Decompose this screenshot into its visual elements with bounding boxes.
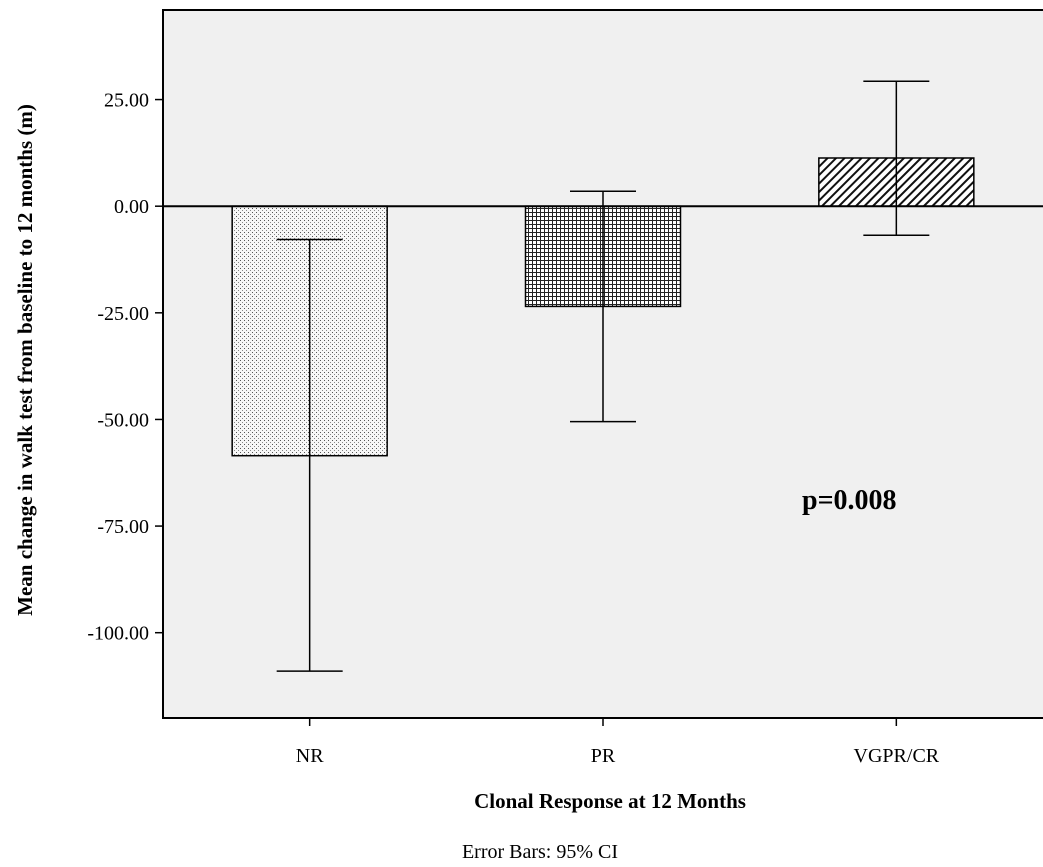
p-value-annotation: p=0.008	[802, 485, 897, 516]
y-tick-label: -100.00	[87, 623, 149, 645]
y-tick-label: 0.00	[114, 196, 149, 218]
y-tick-label: 25.00	[104, 90, 149, 112]
error-bar-vgpr-cr	[863, 80, 930, 236]
y-tick-label: -25.00	[97, 303, 149, 325]
y-axis: 25.00 0.00 -25.00 -50.00 -75.00 -100.00	[87, 90, 163, 645]
y-axis-title: Mean change in walk test from baseline t…	[13, 104, 37, 616]
x-tick-label: VGPR/CR	[854, 745, 940, 767]
y-tick-label: -50.00	[97, 409, 149, 431]
x-tick-label: NR	[296, 745, 324, 767]
error-bar-pr	[570, 190, 636, 423]
error-bar-nr	[276, 238, 343, 672]
x-axis: NR PR VGPR/CR	[296, 718, 940, 767]
x-axis-title: Clonal Response at 12 Months	[474, 789, 746, 813]
error-bars-footnote: Error Bars: 95% CI	[462, 841, 618, 863]
y-tick-label: -75.00	[97, 516, 149, 538]
error-bars-layer	[276, 80, 930, 672]
x-tick-label: PR	[591, 745, 616, 767]
